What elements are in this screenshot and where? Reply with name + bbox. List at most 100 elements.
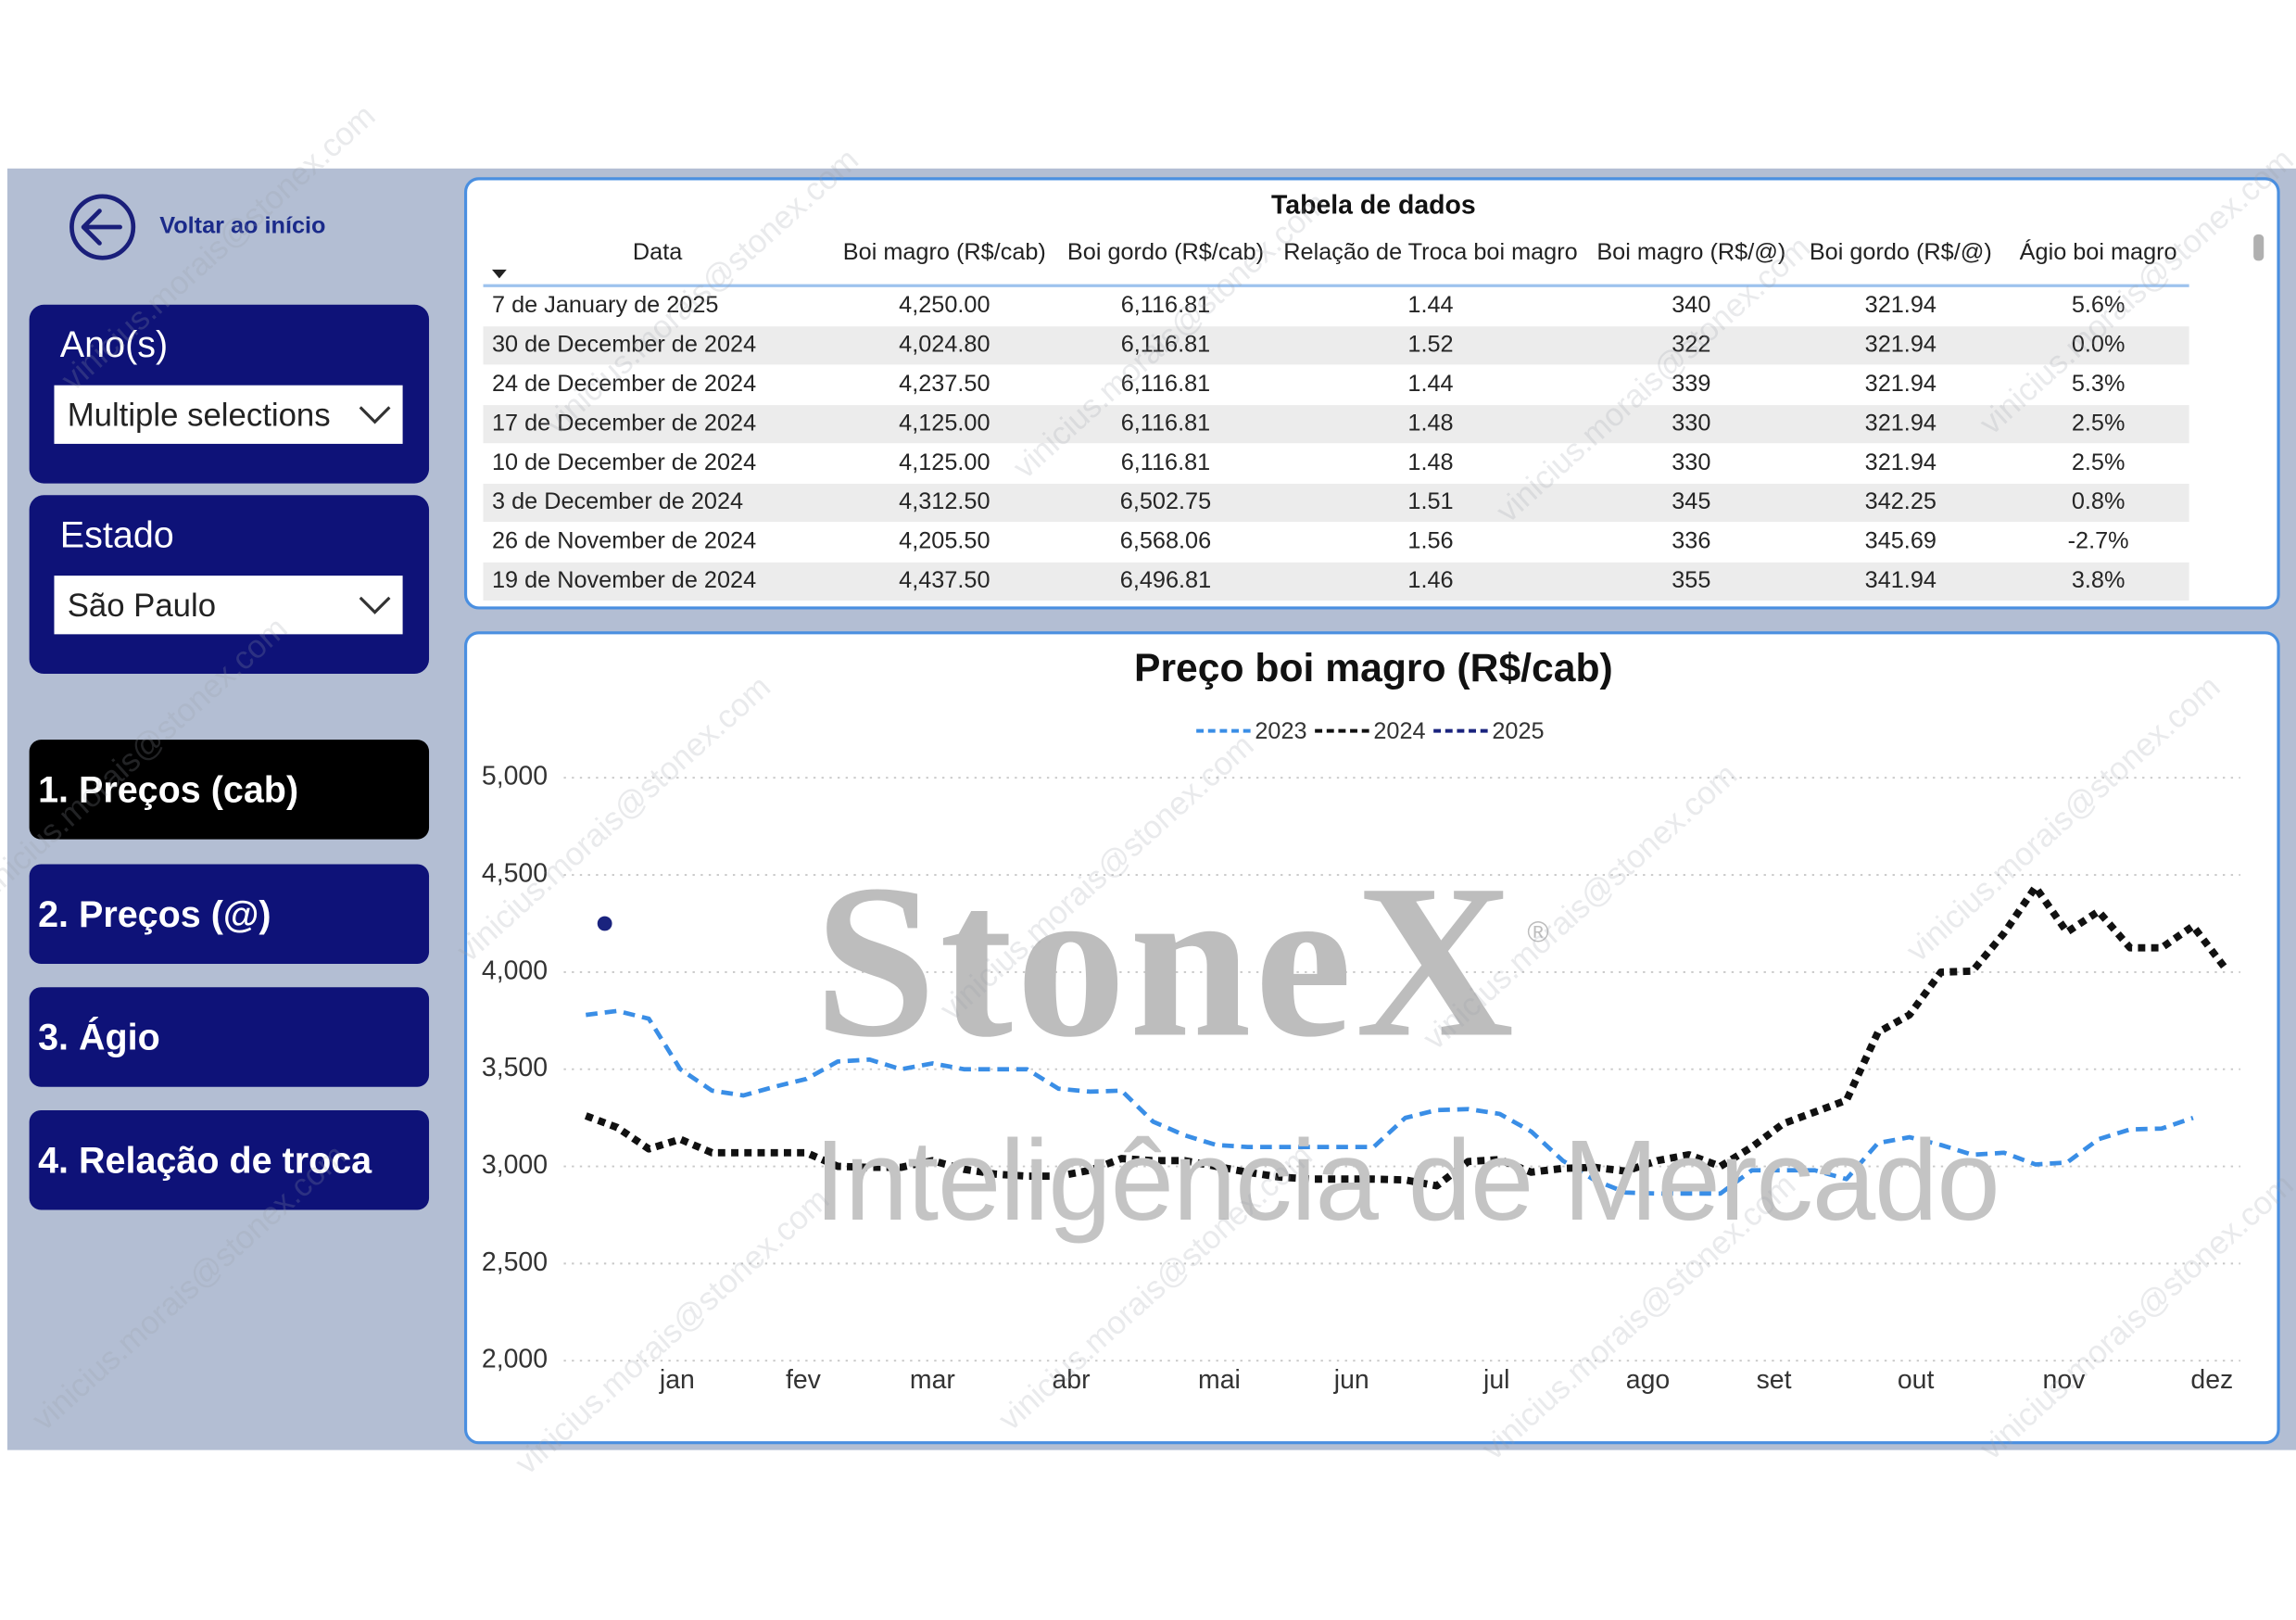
data-point bbox=[597, 916, 612, 931]
x-tick-label: fev bbox=[786, 1365, 822, 1395]
table-cell: 1.48 bbox=[1407, 449, 1453, 475]
column-header[interactable]: Boi magro (R$/@) bbox=[1596, 239, 1785, 265]
chart: Preço boi magro (R$/cab) 2,000 2,500 3,000 3… bbox=[463, 631, 2280, 1445]
table-cell: 6,116.81 bbox=[1121, 371, 1210, 397]
table-cell: 1.46 bbox=[1407, 567, 1453, 593]
table-cell: 321.94 bbox=[1865, 449, 1936, 475]
row-shade bbox=[483, 562, 2189, 601]
legend-label: 2023 bbox=[1255, 718, 1306, 744]
column-header[interactable]: Boi magro (R$/cab) bbox=[843, 239, 1046, 265]
y-tick-label: 4,500 bbox=[482, 859, 548, 889]
brand-text: StoneX bbox=[814, 840, 1514, 1082]
legend-item[interactable]: 2023 bbox=[1196, 718, 1307, 744]
sort-arrow bbox=[492, 269, 507, 279]
nav-button[interactable]: 2. Preços (@) bbox=[29, 864, 430, 964]
filter-label: Ano(s) bbox=[60, 324, 168, 365]
table-cell: 2.5% bbox=[2072, 449, 2126, 475]
nav-button-bg bbox=[29, 740, 430, 840]
series-line bbox=[584, 883, 2228, 1190]
column-header[interactable]: Boi gordo (R$/@) bbox=[1810, 239, 1992, 265]
legend-label: 2024 bbox=[1373, 718, 1425, 744]
dropdown[interactable]: Multiple selections bbox=[54, 385, 403, 444]
x-tick-label: abr bbox=[1052, 1365, 1090, 1395]
table-cell: 1.51 bbox=[1407, 488, 1453, 514]
back-arrow bbox=[81, 209, 122, 246]
table-cell: 1.52 bbox=[1407, 331, 1453, 357]
back-button[interactable]: Voltar ao início bbox=[69, 194, 325, 260]
y-tick-label: 4,000 bbox=[482, 956, 548, 985]
nav-button-label: 1. Preços (cab) bbox=[38, 769, 298, 810]
column-header[interactable]: Relação de Troca boi magro bbox=[1283, 239, 1577, 265]
dropdown-chevron bbox=[359, 406, 391, 424]
nav-button-bg bbox=[29, 1109, 430, 1210]
back-icon bbox=[69, 194, 136, 260]
table-cell: 4,125.00 bbox=[899, 449, 990, 475]
table-cell: 26 de November de 2024 bbox=[492, 528, 756, 554]
legend-label: 2025 bbox=[1492, 718, 1544, 744]
nav-button-label: 2. Preços (@) bbox=[38, 894, 271, 935]
scrollbar bbox=[2253, 234, 2264, 261]
row-shade bbox=[483, 483, 2189, 523]
table-cell: 341.94 bbox=[1865, 567, 1936, 593]
y-tick-label: 5,000 bbox=[482, 762, 548, 791]
table-cell: 6,496.81 bbox=[1120, 567, 1211, 593]
column-header[interactable]: Boi gordo (R$/cab) bbox=[1067, 239, 1264, 265]
table-cell: 321.94 bbox=[1865, 331, 1936, 357]
table-cell: 4,024.80 bbox=[899, 331, 990, 357]
dropdown[interactable]: São Paulo bbox=[54, 576, 403, 635]
row-shade bbox=[483, 326, 2189, 365]
back-label: Voltar ao início bbox=[159, 213, 325, 239]
table-cell: 6,568.06 bbox=[1120, 528, 1211, 554]
dropdown-value: Multiple selections bbox=[68, 399, 331, 434]
nav-button[interactable]: 3. Ágio bbox=[29, 987, 430, 1087]
nav-button[interactable]: 1. Preços (cab) bbox=[29, 740, 430, 840]
brand-tagline: Inteligência de Mercado bbox=[814, 1117, 2000, 1245]
chart-panel bbox=[463, 631, 2280, 1445]
data-table: Tabela de dados Data Boi magro (R$/cab) Boi… bbox=[463, 177, 2280, 610]
x-tick-label: jul bbox=[1482, 1365, 1509, 1395]
x-tick-label: jan bbox=[659, 1365, 695, 1395]
table-cell: 1.56 bbox=[1407, 528, 1453, 554]
table-cell: 345.69 bbox=[1865, 528, 1936, 554]
table-cell: 355 bbox=[1672, 567, 1710, 593]
nav-button-label: 3. Ágio bbox=[38, 1018, 160, 1058]
legend-item[interactable]: 2024 bbox=[1315, 718, 1426, 744]
column-header[interactable]: Data bbox=[633, 239, 683, 265]
series-line bbox=[586, 1008, 2194, 1196]
dropdown-chevron bbox=[359, 596, 391, 614]
table-cell: 0.8% bbox=[2072, 488, 2126, 514]
table-cell: 3.8% bbox=[2072, 567, 2126, 593]
nav-button[interactable]: 4. Relação de troca bbox=[29, 1109, 430, 1210]
table-cell: 345 bbox=[1672, 488, 1710, 514]
table-cell: 1.44 bbox=[1407, 292, 1453, 318]
x-tick-label: mai bbox=[1198, 1365, 1241, 1395]
column-header[interactable]: Ágio boi magro bbox=[2020, 238, 2177, 265]
table-cell: 0.0% bbox=[2072, 331, 2126, 357]
y-tick-label: 2,000 bbox=[482, 1345, 548, 1374]
table-cell: 5.3% bbox=[2072, 371, 2126, 397]
table-cell: 339 bbox=[1672, 371, 1710, 397]
table-cell: 321.94 bbox=[1865, 371, 1936, 397]
table-cell: 321.94 bbox=[1865, 410, 1936, 436]
nav-button-bg bbox=[29, 864, 430, 964]
x-tick-label: dez bbox=[2190, 1365, 2233, 1395]
nav-button-bg bbox=[29, 987, 430, 1087]
x-tick-label: set bbox=[1757, 1365, 1792, 1395]
table-cell: 6,116.81 bbox=[1121, 331, 1210, 357]
row-shade bbox=[483, 405, 2189, 444]
table-cell: 321.94 bbox=[1865, 292, 1936, 318]
table-cell: 6,502.75 bbox=[1120, 488, 1211, 514]
legend-item[interactable]: 2025 bbox=[1433, 718, 1545, 744]
y-tick-label: 3,500 bbox=[482, 1053, 548, 1082]
table-cell: 330 bbox=[1672, 449, 1710, 475]
table-cell: 6,116.81 bbox=[1121, 449, 1210, 475]
table-cell: 4,205.50 bbox=[899, 528, 990, 554]
brand-registered: ® bbox=[1527, 916, 1548, 949]
table-cell: 4,237.50 bbox=[899, 371, 990, 397]
table-cell: 4,437.50 bbox=[899, 567, 990, 593]
table-cell: 17 de December de 2024 bbox=[492, 410, 756, 436]
nav-button-label: 4. Relação de troca bbox=[38, 1140, 372, 1181]
x-tick-label: ago bbox=[1626, 1365, 1670, 1395]
